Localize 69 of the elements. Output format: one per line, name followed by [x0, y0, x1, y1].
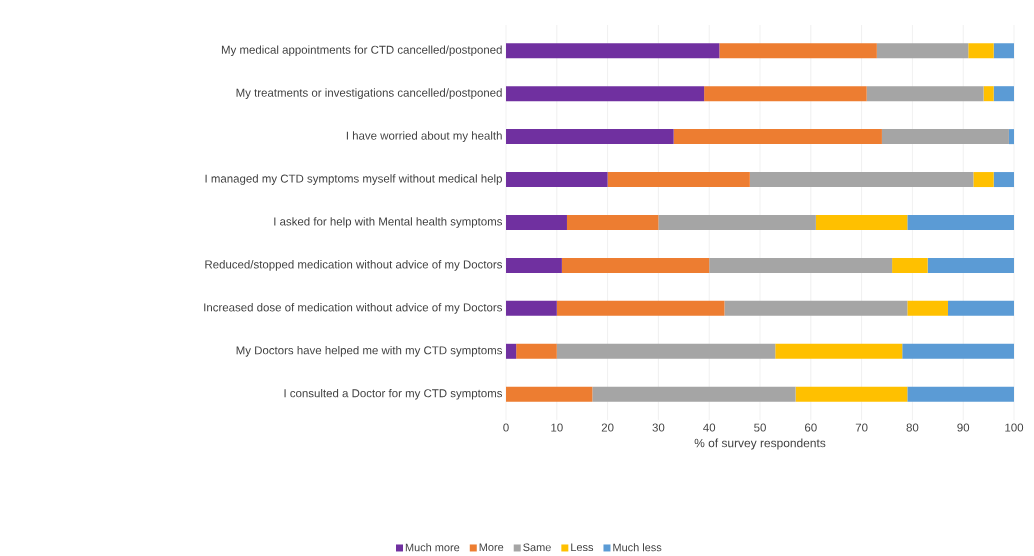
bar: [866, 86, 984, 102]
legend-label: Less: [571, 543, 594, 552]
bar: [907, 300, 948, 316]
bar: [506, 43, 720, 59]
x-tick-label: 70: [855, 423, 868, 432]
bar: [506, 300, 557, 316]
bar: [506, 386, 593, 402]
bar: [795, 386, 908, 402]
bar: [506, 257, 562, 273]
y-tick-label: My medical appointments for CTD cancelled/postponed: [221, 45, 502, 57]
bar: [993, 86, 1015, 102]
x-tick-label: 30: [652, 423, 665, 432]
bar: [775, 343, 903, 359]
bar: [516, 343, 557, 359]
bar: [561, 257, 710, 273]
legend-label: Much less: [613, 543, 662, 552]
legend-label: Much more: [405, 543, 460, 552]
x-tick-label: 80: [906, 423, 919, 432]
y-tick-label: My Doctors have helped me with my CTD symptoms: [236, 345, 503, 357]
bar: [566, 214, 659, 230]
bar: [607, 172, 750, 188]
x-tick-label: 90: [957, 423, 970, 432]
bar: [749, 172, 974, 188]
bar: [709, 257, 893, 273]
x-axis-title: % of survey respondents: [694, 438, 826, 450]
x-tick-label: 100: [1005, 423, 1024, 432]
bar: [973, 172, 994, 188]
bar: [506, 343, 517, 359]
bar: [719, 43, 877, 59]
bar: [902, 343, 1015, 359]
bar: [704, 86, 867, 102]
bar: [993, 43, 1015, 59]
bar: [673, 129, 882, 145]
bar: [892, 257, 928, 273]
bar: [506, 172, 608, 188]
bar: [506, 129, 674, 145]
bar: [927, 257, 1015, 273]
y-tick-label: Reduced/stopped medication without advice of my Doctors: [205, 260, 503, 271]
bar: [968, 43, 994, 59]
x-tick-label: 0: [503, 423, 509, 432]
bar: [993, 172, 1015, 188]
bar: [907, 214, 1015, 230]
legend-label: Same: [523, 543, 551, 552]
bar: [506, 214, 567, 230]
y-tick-label: My treatments or investigations cancelled/postponed: [236, 88, 502, 100]
bar: [592, 386, 796, 402]
x-tick-label: 60: [805, 423, 817, 432]
bar: [907, 386, 1015, 402]
bar: [881, 129, 1009, 145]
bar: [947, 300, 1015, 316]
x-tick-label: 50: [754, 423, 766, 432]
x-tick-label: 20: [601, 423, 614, 432]
bar: [724, 300, 908, 316]
bar: [556, 343, 776, 359]
bar: [815, 214, 908, 230]
legend-label: More: [479, 543, 504, 552]
bar: [658, 214, 816, 230]
x-tick-label: 10: [551, 423, 563, 432]
y-tick-label: I asked for help with Mental health symptoms: [274, 217, 503, 228]
y-tick-label: I managed my CTD symptoms myself without medical help: [205, 174, 502, 185]
bar: [556, 300, 725, 316]
y-tick-label: I consulted a Doctor for my CTD symptoms: [284, 388, 503, 400]
bar: [876, 43, 969, 59]
bar: [1008, 129, 1015, 145]
y-tick-label: Increased dose of medication without advice of my Doctors: [204, 303, 503, 314]
x-tick-label: 40: [703, 423, 716, 432]
bar: [983, 86, 994, 102]
bar: [506, 86, 705, 102]
y-tick-label: I have worried about my health: [346, 131, 502, 142]
